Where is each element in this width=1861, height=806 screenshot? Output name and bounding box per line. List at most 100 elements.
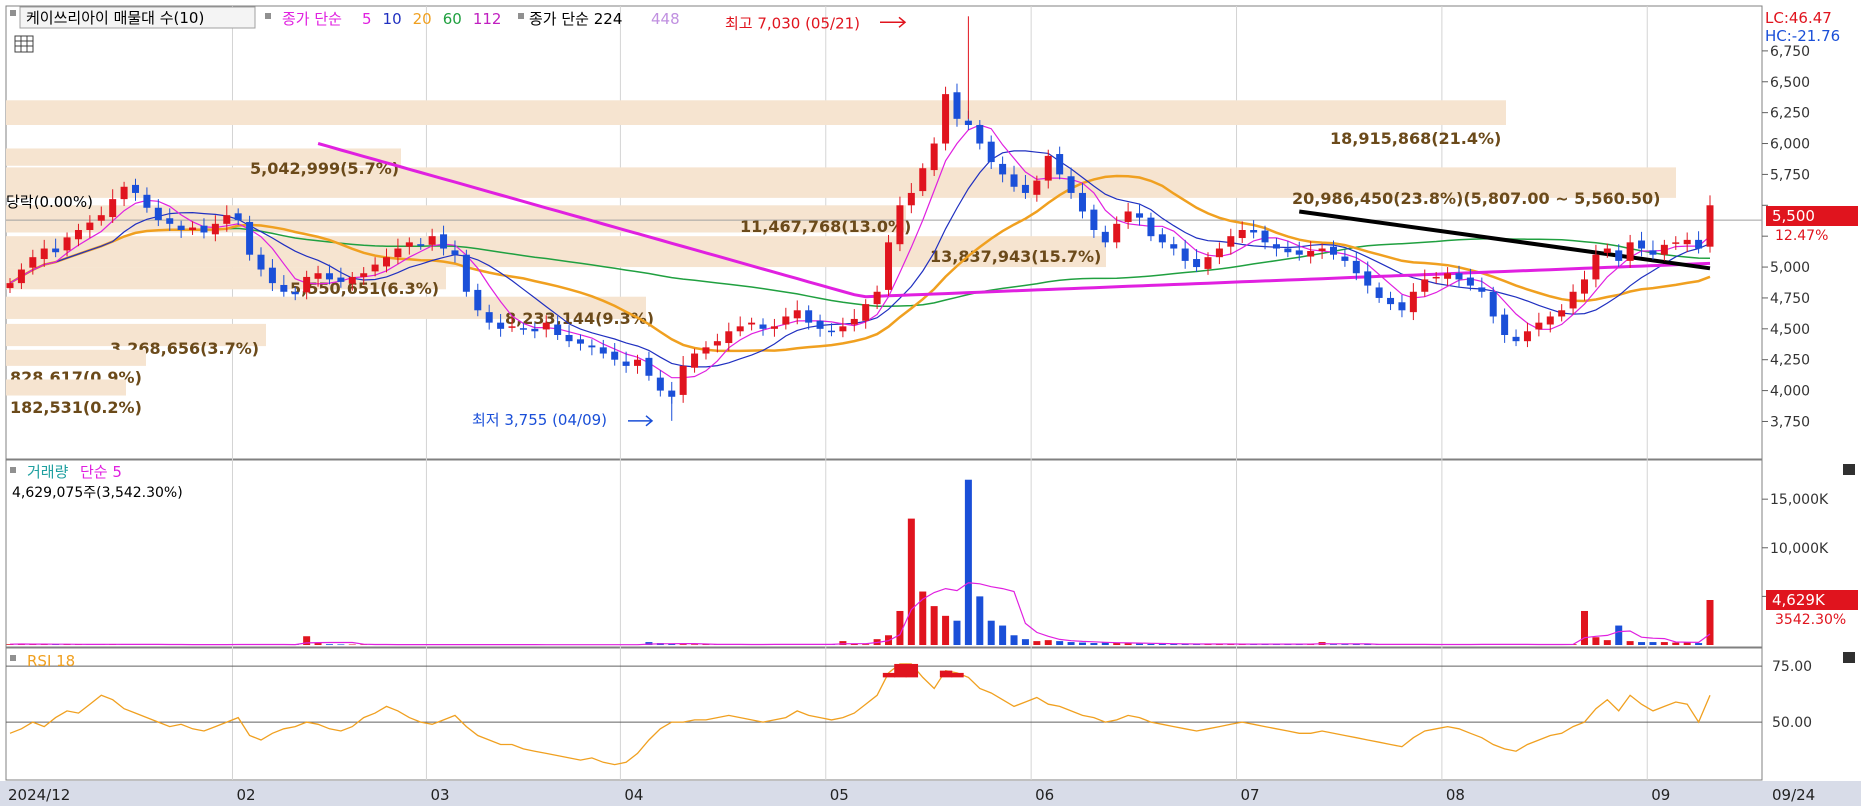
x-axis-label: 02 bbox=[236, 786, 255, 804]
candle-body bbox=[143, 194, 151, 208]
candle-body bbox=[74, 230, 82, 240]
x-axis-label: 09 bbox=[1651, 786, 1670, 804]
volume-bar bbox=[930, 606, 938, 645]
rsi-legend: RSI 18 bbox=[10, 652, 75, 670]
candle-body bbox=[542, 322, 550, 330]
candle-body bbox=[1432, 276, 1440, 279]
trend-line bbox=[1298, 209, 1711, 271]
x-axis-label: 2024/12 bbox=[8, 786, 70, 804]
volume-bar bbox=[1592, 637, 1600, 645]
candle-body bbox=[599, 347, 607, 354]
candle-body bbox=[725, 331, 733, 344]
candle-body bbox=[1535, 322, 1543, 330]
volume-axis-label: 15,000K bbox=[1770, 492, 1829, 508]
volume-bar bbox=[907, 518, 915, 645]
volume-bar bbox=[1615, 625, 1623, 645]
volume-bar bbox=[1113, 643, 1121, 645]
candle-body bbox=[588, 345, 596, 348]
candle-body bbox=[234, 213, 242, 221]
volume-bar bbox=[1341, 644, 1349, 645]
candle-body bbox=[691, 353, 699, 368]
candles bbox=[6, 16, 1714, 421]
volume-profile-band bbox=[6, 100, 1506, 125]
candle-body bbox=[1695, 239, 1703, 249]
candle-body bbox=[964, 120, 972, 125]
volume-bar bbox=[1033, 641, 1041, 645]
low-arrow bbox=[628, 415, 654, 427]
candle-body bbox=[462, 254, 470, 292]
price-axis-label: 4,500 bbox=[1770, 322, 1810, 338]
candle-body bbox=[1489, 291, 1497, 317]
volume-profile-label: 182,531(0.2%) bbox=[10, 398, 142, 417]
candle-body bbox=[519, 328, 527, 330]
candle-body bbox=[634, 359, 642, 366]
hc-label: HC:-21.76 bbox=[1765, 27, 1840, 45]
volume-bar bbox=[1580, 610, 1588, 645]
candle-body bbox=[17, 269, 25, 284]
price-axis-label: 3,750 bbox=[1770, 414, 1810, 430]
candle-body bbox=[303, 276, 311, 293]
volume-bar bbox=[1364, 644, 1372, 645]
volume-bar bbox=[1170, 644, 1178, 645]
candle-body bbox=[1284, 248, 1292, 253]
volume-bars bbox=[6, 479, 1714, 646]
volume-bar bbox=[1706, 599, 1714, 645]
rsi-overbought-fill bbox=[939, 670, 953, 678]
volume-current-pct: 3542.30% bbox=[1775, 612, 1846, 628]
volume-panel-scroll-button[interactable] bbox=[1843, 464, 1855, 475]
candle-body bbox=[86, 222, 94, 230]
volume-bar bbox=[999, 625, 1007, 645]
volume-profile-label: 20,986,450(23.8%)(5,807.00 ~ 5,560.50) bbox=[1292, 189, 1660, 208]
volume-bar bbox=[1044, 640, 1052, 645]
volume-profile-band bbox=[6, 267, 446, 290]
rsi-axis-label: 75.00 bbox=[1772, 659, 1812, 675]
candle-body bbox=[337, 277, 345, 282]
price-axis-label: 6,000 bbox=[1770, 137, 1810, 153]
price-axis-label: 6,500 bbox=[1770, 75, 1810, 91]
volume-profile-label: 13,837,943(15.7%) bbox=[930, 247, 1101, 266]
candle-body bbox=[325, 273, 333, 280]
price-axis-label: 4,750 bbox=[1770, 291, 1810, 307]
candle-body bbox=[1649, 250, 1657, 255]
candle-body bbox=[132, 184, 140, 193]
reference-label: 당락(0.00%) bbox=[6, 193, 93, 211]
candle-body bbox=[40, 248, 48, 260]
volume-bar bbox=[679, 644, 687, 645]
volume-bar bbox=[1683, 642, 1691, 645]
candle-body bbox=[360, 273, 368, 277]
candle-body bbox=[497, 322, 505, 329]
candle-body bbox=[748, 322, 756, 325]
low-annotation: 최저 3,755 (04/09) bbox=[472, 411, 607, 429]
volume-bar bbox=[668, 644, 676, 645]
candle-body bbox=[1580, 279, 1588, 294]
legend-ma-period: 5 bbox=[362, 10, 372, 28]
candle-body bbox=[942, 94, 950, 144]
volume-bar bbox=[953, 620, 961, 645]
candle-body bbox=[1512, 336, 1520, 342]
legend-ma-period: 20 bbox=[413, 10, 432, 28]
legend-ma-period: 112 bbox=[473, 10, 502, 28]
legend-title[interactable]: 케이쓰리아이 매물대 수(10) bbox=[26, 9, 204, 27]
candle-body bbox=[291, 291, 299, 295]
candle-body bbox=[1352, 260, 1360, 274]
rsi-overbought-fill bbox=[951, 672, 964, 678]
candle-body bbox=[120, 186, 128, 200]
candle-body bbox=[1272, 244, 1280, 249]
candle-body bbox=[1044, 155, 1052, 181]
candle-body bbox=[1307, 251, 1315, 257]
rsi-panel-scroll-button[interactable] bbox=[1843, 652, 1855, 663]
candle-body bbox=[1592, 254, 1600, 280]
candle-body bbox=[154, 207, 162, 221]
candle-body bbox=[1364, 271, 1372, 286]
candle-body bbox=[1113, 223, 1121, 243]
candle-body bbox=[268, 267, 276, 284]
candle-body bbox=[1021, 184, 1029, 193]
candle-body bbox=[1033, 180, 1041, 195]
candle-body bbox=[1466, 277, 1474, 286]
x-axis-label: 06 bbox=[1035, 786, 1054, 804]
candle-body bbox=[999, 163, 1007, 175]
table-icon[interactable] bbox=[14, 35, 34, 53]
volume-bar bbox=[1672, 642, 1680, 645]
volume-bar bbox=[1067, 642, 1075, 645]
volume-current-badge bbox=[1766, 590, 1858, 610]
